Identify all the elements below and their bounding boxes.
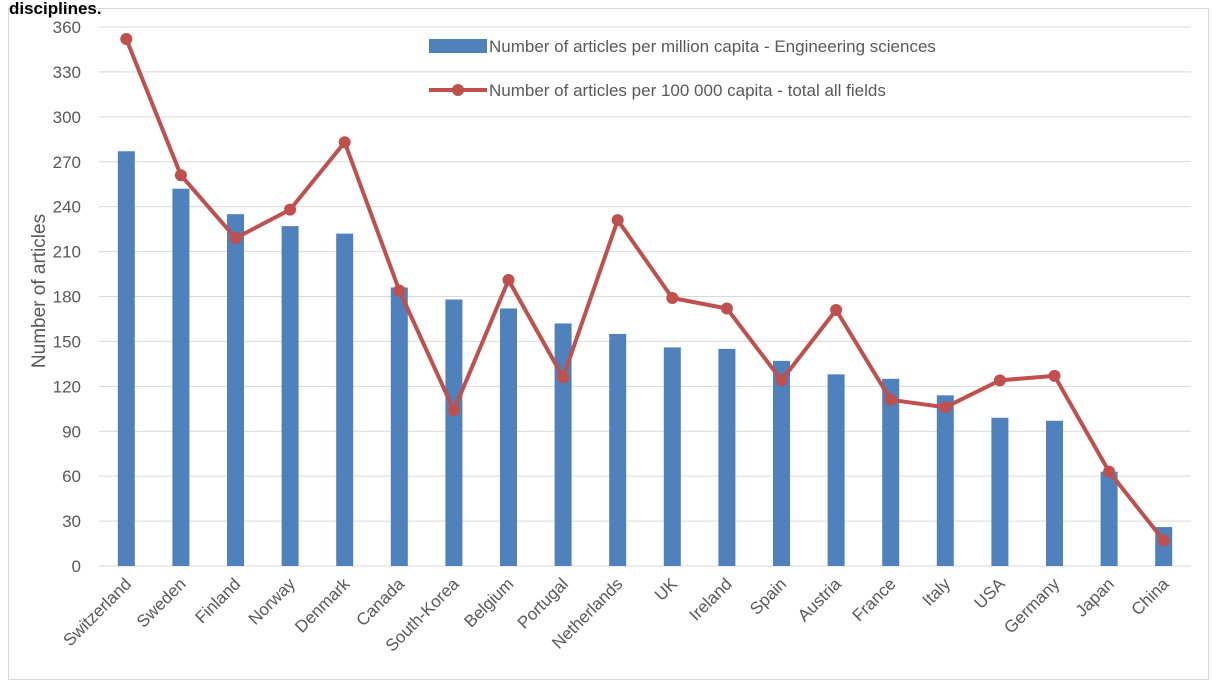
y-tick-label: 30 [62,512,81,531]
x-category-label: UK [651,574,682,605]
bar [117,151,135,566]
legend-swatch-bar [429,39,487,53]
x-category-label: Italy [919,574,955,610]
combo-chart: 0 30 60 90 120 150 180 210 240 270 300 330 360 Switz… [29,18,1191,655]
x-category-label: Ireland [686,574,736,624]
bar [445,299,463,566]
x-category-label: Sweden [133,574,190,631]
x-category-label: Denmark [291,574,354,637]
x-category-label: Germany [1000,574,1063,637]
bar [281,226,299,566]
gridlines [99,26,1191,567]
bar [1046,420,1063,566]
line-point [939,401,952,414]
y-axis-label: Number of articles [29,214,50,368]
y-tick-label: 120 [53,377,81,396]
line-point [775,374,788,387]
x-category-label: Finland [191,574,244,627]
y-tick-label: 60 [62,467,81,486]
x-category-label: USA [971,574,1010,613]
line-point [447,404,460,417]
bar [718,348,736,566]
y-tick-label: 180 [53,288,81,307]
line-point [611,214,624,227]
y-tick-label: 0 [72,557,81,576]
line-point [1048,369,1061,382]
bar [500,308,517,566]
x-category-label: Austria [794,574,845,625]
y-tick-label: 330 [53,63,81,82]
bar [227,214,244,566]
line-point [120,32,133,45]
bar [336,233,354,566]
x-category-label: Norway [245,574,300,629]
clipped-title: disciplines. [9,0,102,18]
line-point [284,203,297,216]
x-category-label: Switzerland [60,574,136,650]
line-point [229,232,242,245]
line-point [830,303,843,316]
y-tick-label: 210 [53,243,81,262]
y-tick-label: 90 [62,422,81,441]
bar [609,333,627,566]
y-axis-ticks: 0 30 60 90 120 150 180 210 240 270 300 330 360 [53,18,81,576]
bar [172,188,190,566]
x-category-label: Belgium [460,574,517,631]
line-point [338,136,351,149]
bar [827,374,845,566]
x-category-label: China [1128,574,1173,619]
x-category-label: Canada [353,574,409,630]
legend-label-bar: Number of articles per million capita - … [489,37,936,56]
legend-label-line: Number of articles per 100 000 capita - … [489,81,886,100]
line-point [393,284,406,297]
y-tick-label: 150 [53,332,81,351]
legend-marker-line [452,84,464,96]
y-tick-label: 240 [53,198,81,217]
bar [554,323,572,566]
line-point [174,169,187,182]
line-point [720,302,733,315]
bar [390,287,408,566]
x-category-label: Spain [746,574,790,618]
line-point [993,374,1006,387]
bar [1100,471,1118,566]
line-path [124,38,1166,542]
line-point [557,371,570,384]
line-point [1157,534,1170,547]
bar [991,417,1009,566]
bar-series [117,151,1173,566]
bar [936,395,954,566]
x-category-label: France [849,574,900,625]
line-point [666,291,679,304]
line-point [1103,465,1116,478]
legend: Number of articles per million capita - … [429,37,936,100]
y-tick-label: 300 [53,108,81,127]
y-tick-label: 270 [53,153,81,172]
x-category-label: Japan [1072,574,1118,620]
chart-frame: disciplines. 0 30 60 90 120 150 180 210 240 270 30… [8,0,1209,680]
y-tick-label: 360 [53,18,81,37]
line-point [502,274,515,287]
bar [773,360,790,566]
line-series [120,32,1170,547]
bar [882,378,900,566]
bar [663,347,681,566]
line-point [884,393,897,406]
